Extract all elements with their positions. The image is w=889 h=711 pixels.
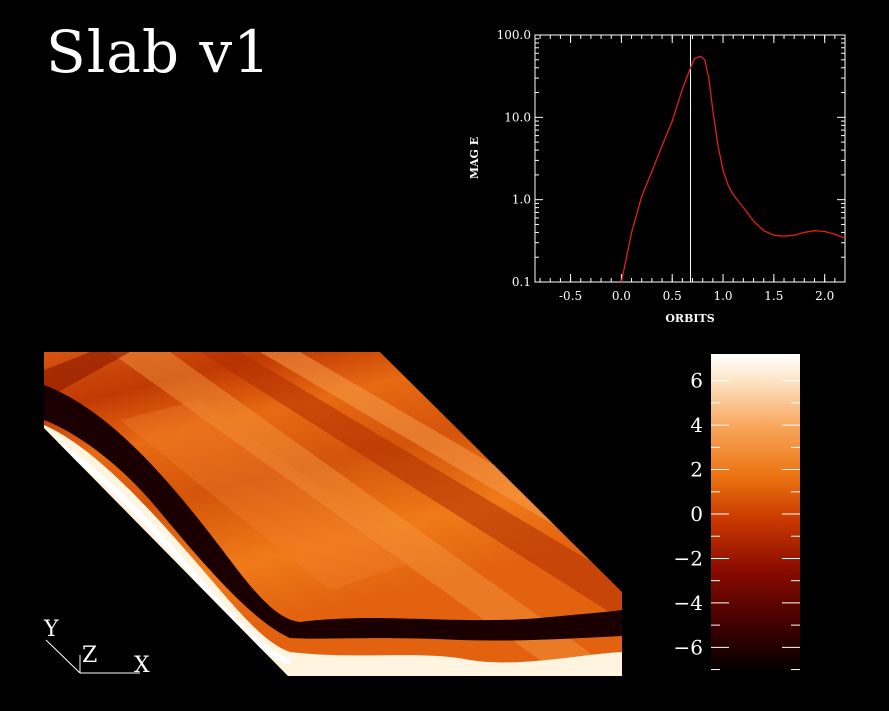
slab-heatmap <box>44 352 622 676</box>
series-line <box>620 55 846 283</box>
y-axis-arrow <box>45 639 81 674</box>
colorbar-tick-label: −6 <box>674 635 703 659</box>
axis-y-label: Y <box>43 617 59 642</box>
slab-streak <box>200 352 622 620</box>
x-tick-label: 1.0 <box>713 289 732 303</box>
x-axis-label: ORBITS <box>665 312 714 325</box>
y-tick-label: 100.0 <box>497 28 531 42</box>
line-chart: -0.5 0.0 0.5 1.0 1.5 2.0 0.1 1.0 10.0 100.0 ORBIT… <box>468 28 846 325</box>
y-tick-label: 0.1 <box>512 275 531 289</box>
x-tick-label: 0.0 <box>612 289 631 303</box>
slab-streak <box>44 352 130 400</box>
slab-base <box>44 352 622 676</box>
slab-streak <box>110 352 600 660</box>
page-title: Slab v1 <box>46 18 272 86</box>
x-tick-label: -0.5 <box>559 289 582 303</box>
y-tick-label: 1.0 <box>512 193 531 207</box>
x-tick-label: 2.0 <box>815 289 834 303</box>
slab-streak <box>260 352 622 565</box>
colorbar-tick-label: 0 <box>690 502 703 526</box>
slab-streak <box>120 400 420 590</box>
colorbar-tick-label: 2 <box>690 458 703 482</box>
colorbar-tick-label: 6 <box>690 369 703 393</box>
y-axis-label: MAG E <box>468 137 481 179</box>
axis-x-label: X <box>134 653 150 678</box>
axes-indicator: Y Z X <box>43 617 150 678</box>
axis-z-label: Z <box>82 643 97 668</box>
colorbar: 6 4 2 0 −2 −4 −6 <box>674 354 800 674</box>
y-tick-label: 10.0 <box>504 110 531 124</box>
colorbar-tick-label: −4 <box>674 591 703 615</box>
colorbar-tick-label: −2 <box>674 546 703 570</box>
colorbar-tick-label: 4 <box>690 413 703 437</box>
slab-highlight <box>44 435 292 665</box>
plot-frame <box>534 34 846 283</box>
x-tick-label: 0.5 <box>663 289 682 303</box>
x-tick-label: 1.5 <box>764 289 783 303</box>
